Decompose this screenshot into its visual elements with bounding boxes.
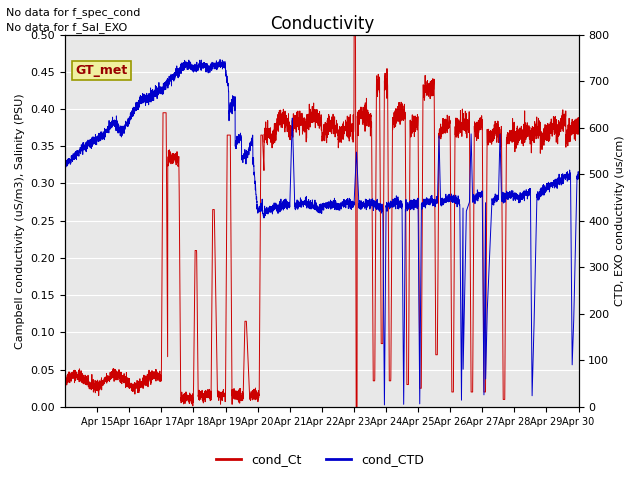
cond_Ct [305, 119, 313, 124]
cond_CTD [559, 177, 567, 183]
Line: cond_CTD: cond_CTD [65, 60, 579, 405]
cond_Ct [435, 214, 442, 219]
cond_CTD [281, 202, 289, 207]
cond_CTD [575, 171, 582, 177]
Y-axis label: Campbell conductivity (uS/m3), Salinity (PSU): Campbell conductivity (uS/m3), Salinity … [15, 93, 25, 348]
cond_Ct [277, 117, 285, 123]
cond_CTD [534, 194, 541, 200]
Legend: cond_Ct, cond_CTD: cond_Ct, cond_CTD [211, 448, 429, 471]
cond_Ct [575, 123, 582, 129]
cond_CTD [305, 201, 313, 207]
cond_CTD [277, 196, 285, 202]
cond_CTD [61, 162, 69, 168]
Text: No data for f_Sal_EXO: No data for f_Sal_EXO [6, 22, 127, 33]
Text: GT_met: GT_met [76, 64, 127, 77]
Title: Conductivity: Conductivity [269, 15, 374, 33]
Y-axis label: CTD, EXO conductivity (us/cm): CTD, EXO conductivity (us/cm) [615, 135, 625, 306]
cond_Ct [559, 127, 567, 132]
cond_Ct [281, 129, 289, 135]
cond_CTD [381, 402, 388, 408]
cond_Ct [61, 376, 69, 382]
cond_CTD [435, 158, 442, 164]
cond_Ct [534, 126, 541, 132]
Line: cond_Ct: cond_Ct [65, 35, 579, 407]
cond_Ct [350, 32, 358, 37]
Text: No data for f_spec_cond: No data for f_spec_cond [6, 7, 141, 18]
cond_CTD [216, 57, 224, 62]
cond_Ct [353, 404, 360, 410]
